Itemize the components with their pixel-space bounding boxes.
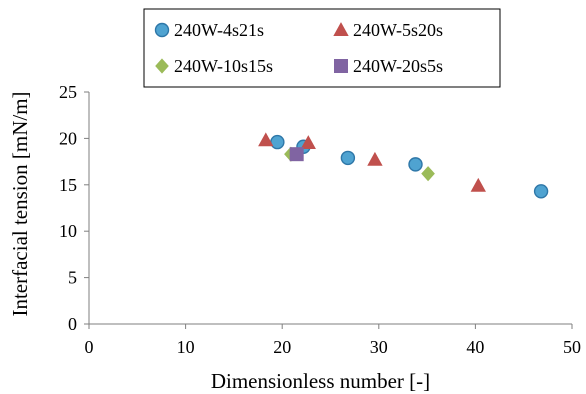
legend-marker [155,58,169,74]
legend: 240W-4s21s 240W-5s20s 240W-10s15s 240W-20s5… [143,8,501,88]
data-point [289,147,304,162]
data-point [408,157,423,172]
data-point [340,150,356,166]
x-tick-label: 30 [370,337,388,357]
x-tick-label: 20 [273,337,291,357]
data-point [367,151,383,166]
y-tick-label: 20 [59,128,77,148]
y-axis-title: Interfacial tension [mN/m] [8,91,32,316]
data-point [300,135,316,149]
x-tick-label: 10 [177,337,195,357]
y-tick-label: 5 [68,268,77,288]
legend-label: 240W-20s5s [353,56,443,76]
data-point [470,177,486,192]
y-tick-label: 10 [59,221,77,241]
x-tick-label: 40 [466,337,484,357]
legend-label: 240W-10s15s [174,56,273,76]
data-point [533,184,549,199]
x-tick-label: 50 [563,337,581,357]
series-240W-20s5s [289,147,304,162]
data-points [258,132,549,199]
data-point [258,132,274,147]
legend-box [143,8,501,88]
legend-label: 240W-4s21s [174,20,264,40]
y-tick-label: 0 [68,314,77,334]
legend-marker [333,22,349,36]
y-tick-label: 15 [59,175,77,195]
legend-marker [154,22,170,38]
legend-marker [334,59,348,73]
x-tick-label: 0 [85,337,94,357]
legend-label: 240W-5s20s [353,20,443,40]
x-axis-title: Dimensionless number [-] [211,369,430,393]
data-point [270,134,285,150]
series-240W-5s20s [258,132,486,192]
y-tick-label: 25 [59,82,77,102]
axes: 0 10 20 30 40 50 0 5 10 15 20 25 Dimensionless numbe… [8,82,581,393]
data-point [421,166,435,182]
